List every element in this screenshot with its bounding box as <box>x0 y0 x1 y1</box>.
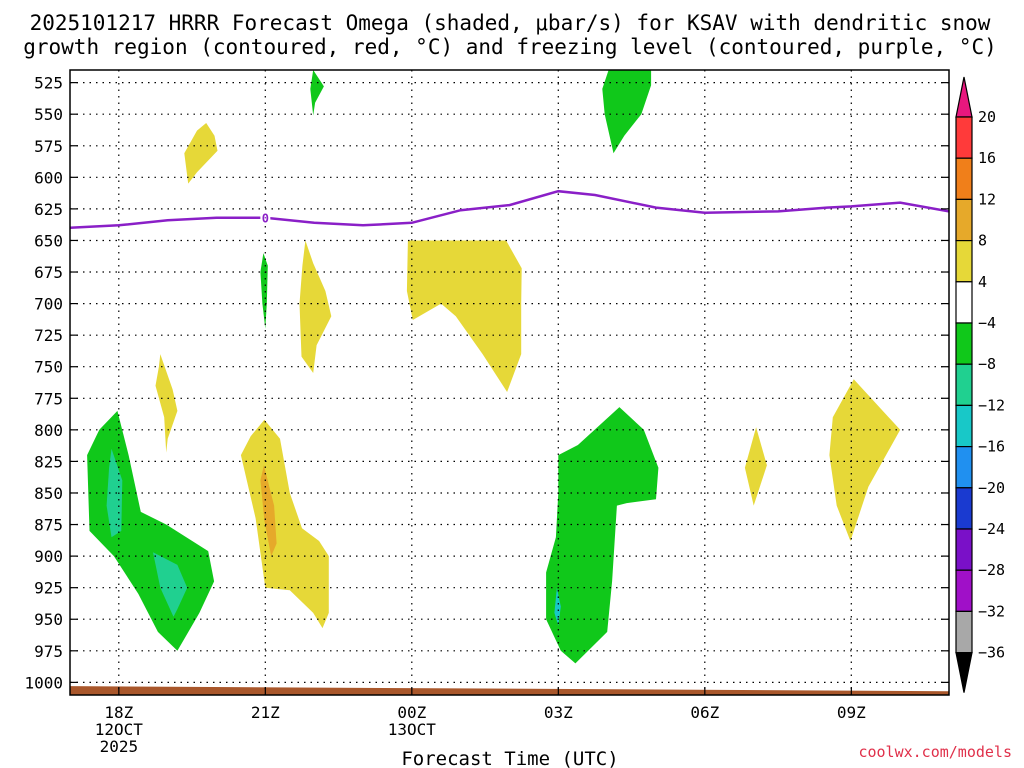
x-tick-label-09Z: 09Z <box>837 703 866 722</box>
y-tick-label-850: 850 <box>34 484 63 503</box>
colorbar-bin-4 <box>955 240 973 283</box>
freezing-level-label: 0 <box>262 212 269 226</box>
y-tick-label-800: 800 <box>34 421 63 440</box>
y-tick-label-750: 750 <box>34 358 63 377</box>
colorbar-bin-1 <box>955 116 973 159</box>
y-tick-label-600: 600 <box>34 168 63 187</box>
colorbar-bin-5 <box>955 281 973 324</box>
colorbar-label-12: −32 <box>978 602 1005 620</box>
y-tick-label-900: 900 <box>34 547 63 566</box>
colorbar-bin-10 <box>955 487 973 530</box>
colorbar-label-3: 8 <box>978 232 987 250</box>
x-tick-label-06Z: 06Z <box>690 703 719 722</box>
omega-shaded-regions <box>87 70 901 664</box>
freezing-level-line <box>70 189 949 230</box>
y-tick-label-1000: 1000 <box>24 673 63 692</box>
colorbar-label-8: −16 <box>978 438 1005 456</box>
colorbar-label-9: −20 <box>978 479 1005 497</box>
colorbar-top-arrow <box>955 76 973 118</box>
y-tick-label-775: 775 <box>34 389 63 408</box>
x-tick-label-21Z: 21Z <box>251 703 280 722</box>
omega-region-0 <box>184 123 218 184</box>
title-line-1: 2025101217 HRRR Forecast Omega (shaded, … <box>30 11 991 35</box>
freezing-label-bg <box>260 209 271 225</box>
y-tick-label-725: 725 <box>34 326 63 345</box>
y-tick-label-650: 650 <box>34 231 63 250</box>
colorbar-bin-3 <box>955 198 973 242</box>
colorbar-bin-9 <box>955 446 973 489</box>
omega-region-14 <box>744 427 767 506</box>
credit-text: coolwx.com/models <box>858 743 1012 761</box>
colorbar-bin-11 <box>955 528 973 571</box>
y-tick-label-825: 825 <box>34 452 63 471</box>
plot-grid <box>70 70 949 695</box>
colorbar-bin-12 <box>955 569 973 613</box>
omega-region-12 <box>546 407 659 664</box>
y-tick-label-950: 950 <box>34 610 63 629</box>
colorbar-label-4: 4 <box>978 273 987 291</box>
colorbar-bin-13 <box>955 610 973 654</box>
omega-region-2 <box>602 70 652 154</box>
colorbar-label-13: −36 <box>978 644 1005 662</box>
colorbar-label-0: 20 <box>978 108 996 126</box>
colorbar-label-2: 12 <box>978 190 996 208</box>
ground-fill <box>70 686 949 695</box>
x-tick-label-00Z: 00Z <box>397 703 426 722</box>
colorbar-bin-7 <box>955 363 973 407</box>
x-tick-label-03Z: 03Z <box>544 703 573 722</box>
omega-region-4 <box>299 240 332 373</box>
colorbar-bin-6 <box>955 322 973 365</box>
x-tick-year-18Z: 2025 <box>100 737 139 756</box>
x-axis-label: Forecast Time (UTC) <box>401 748 618 768</box>
x-tick-label-18Z: 18Z <box>104 703 133 722</box>
colorbar-label-5: −4 <box>978 314 996 332</box>
plot-frame <box>69 69 950 696</box>
omega-region-15 <box>829 379 901 541</box>
colorbar-bin-8 <box>955 404 973 448</box>
y-tick-label-875: 875 <box>34 516 63 535</box>
colorbar-label-1: 16 <box>978 149 996 167</box>
pressure-axis: 525 550 575 600 625 650 675 700 725 750 775 800 825 8… <box>24 74 949 692</box>
freezing-level-contour: 0 <box>70 189 949 230</box>
y-tick-label-575: 575 <box>34 137 63 156</box>
omega-region-8 <box>260 465 277 557</box>
ground-terrain <box>70 686 949 695</box>
colorbar-bin-2 <box>955 157 973 200</box>
omega-region-11 <box>153 552 188 617</box>
y-tick-label-625: 625 <box>34 200 63 219</box>
colorbar-label-6: −8 <box>978 355 996 373</box>
y-tick-label-550: 550 <box>34 105 63 124</box>
omega-region-9 <box>87 410 215 651</box>
y-tick-label-700: 700 <box>34 295 63 314</box>
x-tick-sublabel-18Z: 12OCT <box>95 720 144 739</box>
title-line-2: growth region (contoured, red, °C) and f… <box>23 35 997 59</box>
omega-region-3 <box>406 240 522 392</box>
y-tick-label-675: 675 <box>34 263 63 282</box>
colorbar-label-7: −12 <box>978 396 1005 414</box>
colorbar-label-11: −28 <box>978 561 1005 579</box>
y-tick-label-925: 925 <box>34 579 63 598</box>
omega-region-5 <box>260 253 268 329</box>
y-tick-label-975: 975 <box>34 642 63 661</box>
omega-region-10 <box>106 448 123 538</box>
colorbar-bottom-arrow <box>955 651 973 693</box>
omega-region-1 <box>310 70 324 116</box>
y-tick-label-525: 525 <box>34 74 63 93</box>
x-tick-sublabel-00Z: 13OCT <box>388 720 437 739</box>
omega-region-6 <box>155 354 178 453</box>
omega-region-13 <box>554 587 561 626</box>
colorbar-label-10: −24 <box>978 520 1005 538</box>
omega-colorbar: 20 16 12 8 4 −4 −8 −12 −16 −20 −24 −28 −32 −36 <box>955 76 1005 693</box>
